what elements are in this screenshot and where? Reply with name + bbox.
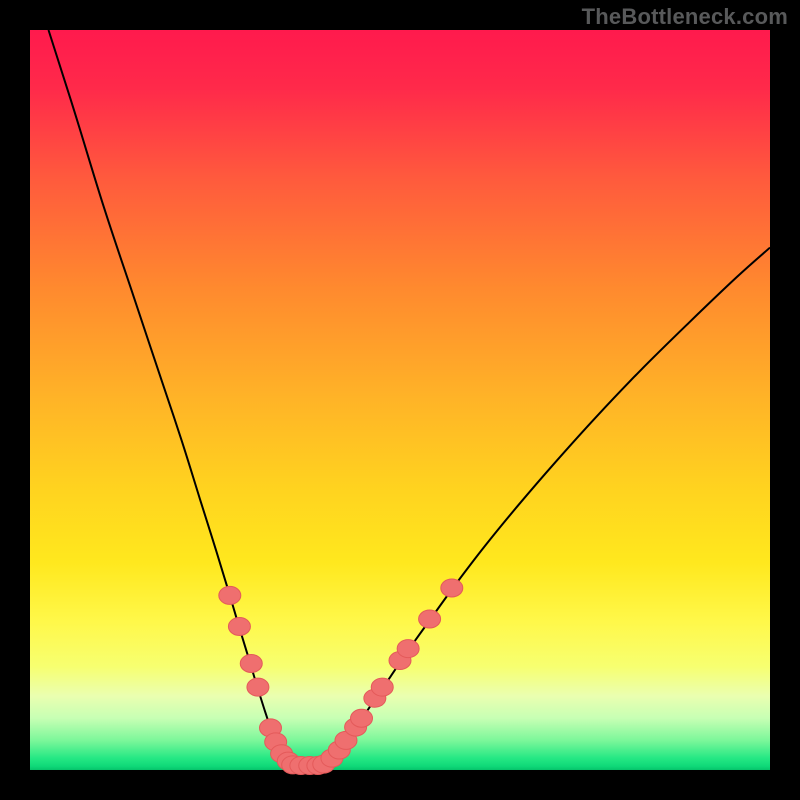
dots-right	[313, 579, 463, 773]
data-dot	[247, 678, 269, 696]
chart-canvas: TheBottleneck.com	[0, 0, 800, 800]
data-dot	[219, 586, 241, 604]
curve-left	[49, 30, 297, 766]
data-dot	[419, 610, 441, 628]
data-dot	[240, 654, 262, 672]
data-dot	[371, 678, 393, 696]
data-dot	[397, 640, 419, 658]
dots-left	[219, 586, 299, 770]
data-dot	[441, 579, 463, 597]
curve-layer	[30, 30, 770, 770]
plot-area	[30, 30, 770, 770]
watermark-text: TheBottleneck.com	[582, 4, 788, 30]
data-dot	[228, 617, 250, 635]
data-dot	[351, 709, 373, 727]
